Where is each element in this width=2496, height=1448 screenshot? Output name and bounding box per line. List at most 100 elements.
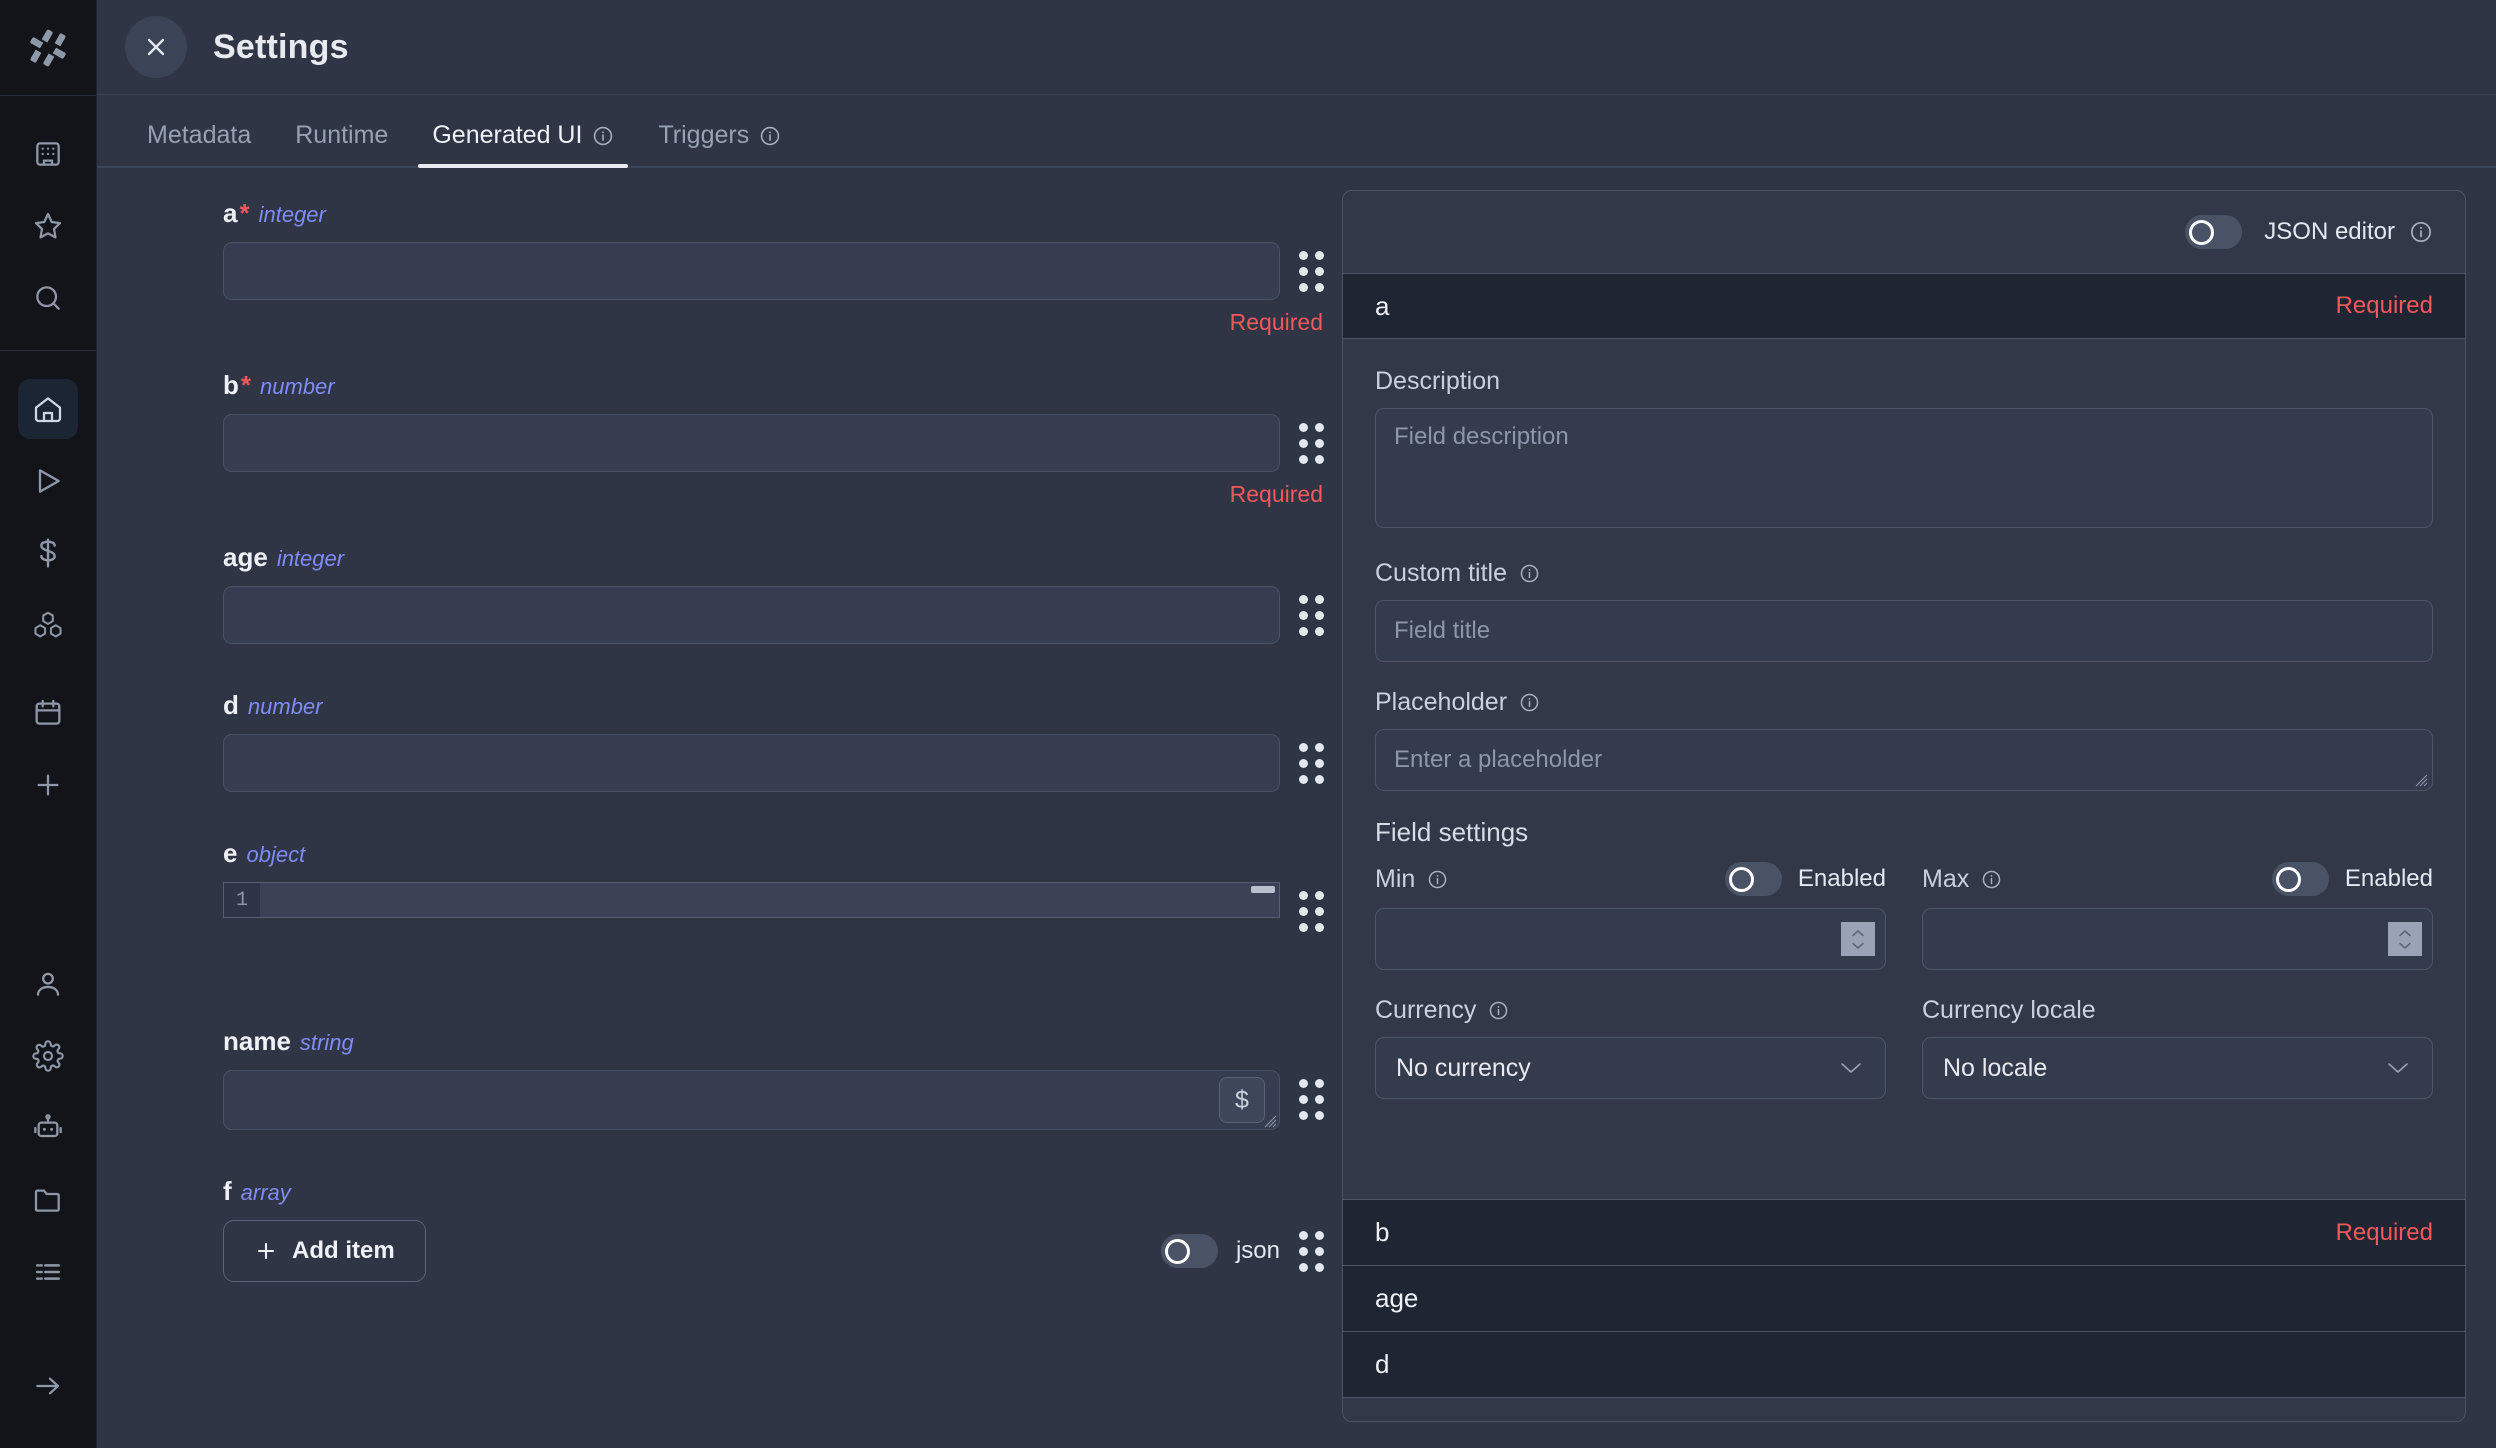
field-section-header-d[interactable]: d [1343, 1331, 2465, 1397]
field-editor-panel: JSON editor a Required Descri [1342, 190, 2466, 1422]
drag-handle-icon[interactable] [1280, 1070, 1342, 1128]
field-section-required-badge: Required [2335, 292, 2433, 319]
form-field-name-input[interactable] [223, 1070, 1280, 1130]
sidebar-item-runs[interactable] [18, 451, 78, 511]
currency-select[interactable]: No currency [1375, 1037, 1886, 1099]
form-field-b-type: number [260, 374, 335, 399]
field-section-header-age[interactable]: age [1343, 1265, 2465, 1331]
sidebar-item-search[interactable] [18, 268, 78, 328]
info-icon[interactable] [1427, 869, 1448, 890]
field-section-name: b [1375, 1217, 1390, 1247]
form-field-d-input[interactable] [223, 734, 1280, 792]
form-field-d-row [223, 734, 1342, 792]
drag-handle-icon[interactable] [1280, 1222, 1342, 1280]
sidebar-item-schedules[interactable] [18, 683, 78, 743]
sidebar-group-primary [0, 96, 96, 350]
code-line-number: 1 [224, 883, 260, 917]
info-icon[interactable] [592, 125, 614, 147]
currency-symbol-button[interactable]: $ [1219, 1077, 1265, 1123]
custom-title-input[interactable] [1375, 600, 2433, 662]
code-scrollbar[interactable] [1251, 886, 1275, 893]
description-textarea[interactable] [1375, 408, 2433, 528]
field-settings-body: Description Custom title [1343, 339, 2465, 1125]
form-field-f-label: f array [223, 1176, 1342, 1207]
sidebar-item-audit-logs[interactable] [18, 1242, 78, 1302]
sidebar-item-resources[interactable] [18, 595, 78, 655]
field-editor-toolbar: JSON editor [1343, 191, 2465, 273]
min-stepper[interactable] [1841, 922, 1875, 956]
tab-runtime[interactable]: Runtime [273, 121, 410, 166]
max-enabled-toggle[interactable] [2271, 862, 2329, 896]
currency-locale-select-wrap: No locale [1922, 1037, 2433, 1099]
sidebar-item-create[interactable] [18, 755, 78, 815]
sidebar-item-usage[interactable] [18, 523, 78, 583]
form-field-b: b * number Required [97, 370, 1342, 508]
drag-handle-icon[interactable] [1280, 734, 1342, 792]
info-icon[interactable] [1488, 1000, 1509, 1021]
field-section-name: d [1375, 1349, 1390, 1379]
description-label: Description [1375, 367, 1501, 395]
form-field-f: f array Add item [97, 1176, 1342, 1282]
min-block: Min Enab [1375, 862, 1886, 970]
sidebar-item-settings[interactable] [18, 1026, 78, 1086]
chevron-down-icon [1841, 1063, 1861, 1073]
tab-metadata[interactable]: Metadata [125, 121, 273, 166]
form-field-d-label: d number [223, 690, 1342, 721]
chevron-up-icon [2399, 929, 2411, 936]
currency-row: Currency No currency [1375, 996, 2433, 1099]
info-icon[interactable] [2409, 220, 2433, 244]
max-input[interactable] [1922, 908, 2433, 970]
currency-locale-select[interactable]: No locale [1922, 1037, 2433, 1099]
drag-handle-icon[interactable] [1280, 242, 1342, 300]
field-section-header-b[interactable]: b Required [1343, 1199, 2465, 1265]
field-section-header-a[interactable]: a Required [1343, 273, 2465, 339]
sidebar-item-favorites[interactable] [18, 196, 78, 256]
form-field-age: age integer [97, 542, 1342, 644]
settings-topbar: Settings [97, 0, 2496, 95]
form-field-a-input[interactable] [223, 242, 1280, 300]
tab-triggers[interactable]: Triggers [636, 121, 803, 166]
sidebar-item-workspace[interactable] [18, 124, 78, 184]
sidebar-item-account[interactable] [18, 954, 78, 1014]
min-label: Min [1375, 865, 1448, 894]
tab-generated-ui[interactable]: Generated UI [410, 121, 636, 168]
custom-title-label-text: Custom title [1375, 559, 1507, 587]
form-field-name-name: name [223, 1026, 291, 1056]
placeholder-input[interactable] [1375, 729, 2433, 791]
drag-handle-icon[interactable] [1280, 414, 1342, 472]
json-editor-toggle[interactable] [2185, 215, 2243, 249]
add-item-button[interactable]: Add item [223, 1220, 426, 1282]
min-enabled-label: Enabled [1797, 865, 1886, 892]
info-icon[interactable] [1519, 563, 1540, 584]
placeholder-block: Placeholder [1375, 688, 2433, 791]
max-input-wrap [1922, 908, 2433, 970]
min-enabled-toggle[interactable] [1724, 862, 1782, 896]
info-icon[interactable] [759, 125, 781, 147]
field-settings-label: Field settings [1375, 817, 1529, 847]
min-input[interactable] [1375, 908, 1886, 970]
sidebar-item-workers[interactable] [18, 1098, 78, 1158]
tab-generated-ui-label: Generated UI [432, 121, 583, 149]
max-stepper[interactable] [2388, 922, 2422, 956]
windmill-logo-icon[interactable] [0, 0, 96, 95]
add-item-label: Add item [292, 1237, 395, 1264]
form-field-e-code-editor[interactable]: 1 [223, 882, 1280, 918]
info-icon[interactable] [1981, 869, 2002, 890]
form-field-a-type: integer [258, 202, 326, 227]
sidebar-item-expand[interactable] [18, 1356, 78, 1416]
sidebar-item-folders[interactable] [18, 1170, 78, 1230]
info-icon[interactable] [1519, 692, 1540, 713]
max-header: Max Enab [1922, 862, 2433, 896]
drag-handle-icon[interactable] [1280, 882, 1342, 940]
chevron-down-icon [2388, 1063, 2408, 1073]
form-field-age-name: age [223, 542, 268, 572]
json-mode-toggle[interactable] [1160, 1234, 1218, 1268]
drag-handle-icon[interactable] [1280, 586, 1342, 644]
sidebar-item-home[interactable] [18, 379, 78, 439]
form-field-b-input[interactable] [223, 414, 1280, 472]
sidebar-divider-mid [0, 350, 96, 351]
close-icon[interactable] [125, 16, 187, 78]
form-field-a-label: a * integer [223, 198, 1342, 229]
settings-tabs: Metadata Runtime Generated UI Triggers [97, 95, 2496, 168]
form-field-age-input[interactable] [223, 586, 1280, 644]
